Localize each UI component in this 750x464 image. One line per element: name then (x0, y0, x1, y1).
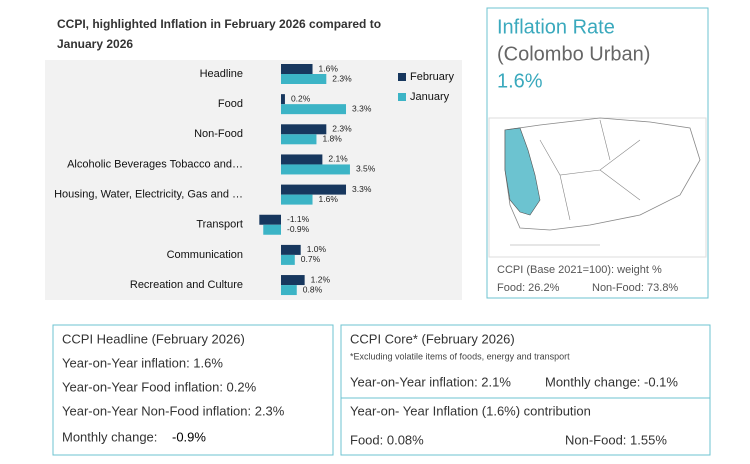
bar (281, 64, 313, 74)
value-label: 0.8% (303, 284, 323, 294)
legend-label: January (410, 91, 450, 103)
category-label: Transport (196, 219, 243, 231)
legend-swatch (398, 73, 406, 81)
contribution-food: Food: 0.08% (350, 432, 424, 447)
core-note: *Excluding volatile items of foods, ener… (350, 351, 570, 361)
headline-line: Year-on-Year Non-Food inflation: 2.3% (62, 403, 285, 418)
bar (281, 244, 301, 255)
bar (281, 254, 295, 265)
value-label: 3.5% (356, 164, 376, 174)
food-weight: Food: 26.2% (497, 282, 560, 294)
value-label: -0.9% (287, 224, 310, 234)
value-label: 3.3% (352, 103, 372, 113)
headline-title: CCPI Headline (February 2026) (62, 331, 245, 346)
weights-title: CCPI (Base 2021=100): weight % (497, 264, 662, 276)
map (488, 117, 707, 258)
value-label: 1.8% (322, 134, 342, 144)
headline-box (52, 324, 334, 456)
panel-title: Inflation Rate (497, 16, 615, 38)
value-label: 1.2% (311, 274, 331, 284)
legend-swatch (398, 93, 406, 101)
bar (259, 214, 281, 225)
bar (281, 285, 297, 296)
value-label: 1.6% (319, 194, 339, 204)
value-label: -1.1% (287, 214, 310, 224)
core-monthly: Monthly change: -0.1% (545, 374, 678, 389)
headline-line: Year-on-Year inflation: 1.6% (62, 355, 223, 370)
bar (281, 124, 327, 135)
bar (281, 74, 327, 84)
value-label: 1.6% (319, 63, 339, 73)
value-label: 2.3% (332, 124, 352, 134)
value-label: 1.0% (307, 244, 327, 254)
value-label: 0.7% (301, 254, 321, 264)
value-label: 3.3% (352, 184, 372, 194)
panel-value: 1.6% (497, 70, 543, 92)
category-label: Non-Food (194, 128, 243, 140)
bar (281, 134, 317, 145)
bar (281, 184, 347, 195)
bar (281, 194, 313, 205)
value-label: 2.3% (332, 73, 352, 83)
nonfood-weight: Non-Food: 73.8% (592, 282, 678, 294)
contribution-title: Year-on- Year Inflation (1.6%) contribut… (350, 403, 591, 418)
monthly-label: Monthly change: (62, 429, 157, 444)
bar (281, 94, 285, 105)
bar (281, 154, 323, 165)
legend-label: February (410, 71, 455, 83)
headline-line: Year-on-Year Food inflation: 0.2% (62, 379, 257, 394)
category-label: Headline (200, 68, 243, 80)
bar (281, 164, 350, 175)
core-yoy: Year-on-Year inflation: 2.1% (350, 374, 511, 389)
monthly-value: -0.9% (172, 429, 206, 444)
bar (263, 224, 281, 235)
category-label: Recreation and Culture (130, 279, 243, 291)
core-title: CCPI Core* (February 2026) (350, 331, 515, 346)
inflation-panel (486, 7, 709, 299)
bar (281, 104, 347, 115)
plot-background (45, 60, 462, 300)
category-label: Housing, Water, Electricity, Gas and … (54, 189, 243, 201)
chart-title: CCPI, highlighted Inflation in February … (57, 17, 381, 31)
value-label: 2.1% (328, 154, 348, 164)
category-label: Communication (167, 249, 243, 261)
chart-title-line2: January 2026 (57, 37, 133, 51)
category-label: Alcoholic Beverages Tobacco and… (67, 158, 243, 170)
value-label: 0.2% (291, 93, 311, 103)
contribution-nonfood: Non-Food: 1.55% (565, 432, 667, 447)
bar (281, 275, 305, 286)
panel-subtitle: (Colombo Urban) (497, 43, 650, 65)
core-box (340, 324, 711, 456)
category-label: Food (218, 98, 243, 110)
